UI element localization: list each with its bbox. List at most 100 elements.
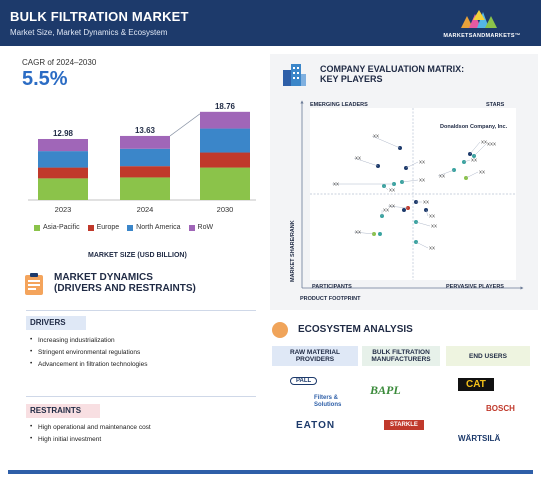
matrix-company-label: XX <box>333 182 339 187</box>
matrix-leader-line <box>437 169 455 177</box>
matrix-company-label: XX <box>423 200 429 205</box>
drivers-list: Increasing industrialization Stringent e… <box>30 336 147 373</box>
legend-label: North America <box>136 224 181 231</box>
driver-item: Advancement in filtration technologies <box>30 360 147 368</box>
legend-swatch <box>87 224 94 231</box>
logo-filters-solutions: Filters & Solutions <box>314 395 342 408</box>
divider <box>26 396 256 397</box>
growth-arrow <box>169 113 201 137</box>
bar-total-label: 12.98 <box>53 129 74 138</box>
legend-item: Asia-Pacific <box>34 224 80 231</box>
restraints-list: High operational and maintenance cost Hi… <box>30 423 151 448</box>
matrix-company-label: XX <box>389 204 395 209</box>
cagr-value: 5.5% <box>22 68 68 90</box>
matrix-leader-line <box>387 205 409 209</box>
matrix-leader-line <box>383 185 389 191</box>
bar-segment-europe-2030 <box>200 152 250 168</box>
matrix-company-label: XX <box>429 214 435 219</box>
restraints-header-bar <box>26 404 100 418</box>
brand-logo-icon <box>461 10 497 28</box>
quadrant-emerging-leaders: EMERGING LEADERS <box>310 102 368 108</box>
legend-swatch <box>34 224 40 231</box>
matrix-company-label: XX <box>355 156 361 161</box>
logo-bapl: BAPL <box>370 383 401 397</box>
ecosystem-title: ECOSYSTEM ANALYSIS <box>298 324 413 335</box>
matrix-company-label: XX <box>481 140 487 145</box>
matrix-leader-line <box>401 179 419 183</box>
matrix-company-label: XX <box>419 160 425 165</box>
logo-pall: PALL <box>290 377 318 385</box>
bar-segment-row-2024 <box>120 135 170 149</box>
matrix-title: COMPANY EVALUATION MATRIX: KEY PLAYERS <box>320 64 464 84</box>
logo-eaton: EATON <box>296 420 336 431</box>
bar-segment-asia-pacific-2023 <box>38 178 88 200</box>
matrix-company-label: XX <box>429 246 435 251</box>
restraint-item: High operational and maintenance cost <box>30 423 151 431</box>
legend-item: North America <box>127 224 181 231</box>
matrix-x-axis-label: PRODUCT FOOTPRINT <box>300 296 361 302</box>
page-subtitle: Market Size, Market Dynamics & Ecosystem <box>10 28 168 37</box>
x-axis-label: MARKET SIZE (USD BILLION) <box>88 252 187 259</box>
matrix-company-label: XX <box>471 158 477 163</box>
eco-header-raw-material: RAW MATERIAL PROVIDERS <box>272 346 358 366</box>
matrix-company-point <box>402 208 406 212</box>
bar-total-label: 18.76 <box>215 102 236 111</box>
matrix-leader-line <box>353 231 375 235</box>
legend-item: Europe <box>87 224 119 231</box>
cagr-label: CAGR of 2024–2030 <box>22 58 97 67</box>
header-banner: BULK FILTRATION MARKET Market Size, Mark… <box>0 0 541 46</box>
legend-item: RoW <box>188 224 213 231</box>
matrix-leader-line <box>415 221 431 227</box>
logo-bosch: BOSCH <box>486 404 515 413</box>
brand-logo-text: MARKETSANDMARKETS™ <box>443 33 521 39</box>
bar-segment-row-2030 <box>200 111 250 129</box>
matrix-company-label: XX <box>419 178 425 183</box>
matrix-company-label: XX <box>383 208 389 213</box>
matrix-leader-line <box>371 135 401 149</box>
bar-total-label: 13.63 <box>135 126 156 135</box>
matrix-company-label: XX <box>355 230 361 235</box>
dynamics-title-line2: (DRIVERS AND RESTRAINTS) <box>54 283 196 294</box>
matrix-leader-line <box>415 241 429 249</box>
matrix-company-label: XX <box>439 174 445 179</box>
driver-item: Stringent environmental regulations <box>30 348 147 356</box>
matrix-company-label: XXX <box>487 142 496 147</box>
market-size-bar-chart: 12.98 2023 13.63 2024 18.76 2030 <box>28 102 256 214</box>
matrix-leader-line <box>469 141 481 155</box>
footer-bar <box>8 470 533 474</box>
quadrant-pervasive-players: PERVASIVE PLAYERS <box>446 284 504 290</box>
legend-swatch <box>127 224 134 231</box>
logo-starkle: STARKLE <box>384 420 424 430</box>
bar-segment-north-america-2023 <box>38 151 88 168</box>
brand-logo: MARKETSANDMARKETS™ <box>437 6 527 42</box>
bar-segment-north-america-2030 <box>200 128 250 153</box>
logo-wartsila: WÄRTSILÄ <box>458 434 501 443</box>
matrix-company-label: XX <box>431 224 437 229</box>
matrix-company-label: XX <box>479 170 485 175</box>
bar-segment-north-america-2024 <box>120 148 170 167</box>
dynamics-title-line1: MARKET DYNAMICS <box>54 272 153 283</box>
matrix-leader-line <box>473 143 487 157</box>
quadrant-stars: STARS <box>486 102 505 108</box>
bar-segment-europe-2023 <box>38 167 88 179</box>
clipboard-icon <box>25 273 43 295</box>
eco-header-manufacturers: BULK FILTRATION MANUFACTURERS <box>362 346 440 366</box>
bar-segment-asia-pacific-2024 <box>120 177 170 200</box>
matrix-leader-line <box>425 209 429 217</box>
buildings-icon <box>283 64 306 86</box>
restraint-item: High initial investment <box>30 435 151 443</box>
page-title: BULK FILTRATION MARKET <box>10 9 189 24</box>
drivers-header-bar <box>26 316 86 330</box>
matrix-company-point <box>378 232 382 236</box>
matrix-title-line2: KEY PLAYERS <box>320 74 383 84</box>
category-tick-label: 2030 <box>217 205 234 214</box>
legend-swatch <box>188 224 195 231</box>
eco-header-end-users: END USERS <box>446 346 530 366</box>
legend-label: Asia-Pacific <box>43 224 80 231</box>
company-evaluation-matrix: EMERGING LEADERS STARS PARTICIPANTS PERV… <box>290 100 524 302</box>
restraints-label: RESTRAINTS <box>30 406 82 415</box>
matrix-company-point <box>414 240 418 244</box>
chart-legend: Asia-Pacific Europe North America RoW <box>34 224 213 231</box>
quadrant-participants: PARTICIPANTS <box>312 284 352 290</box>
